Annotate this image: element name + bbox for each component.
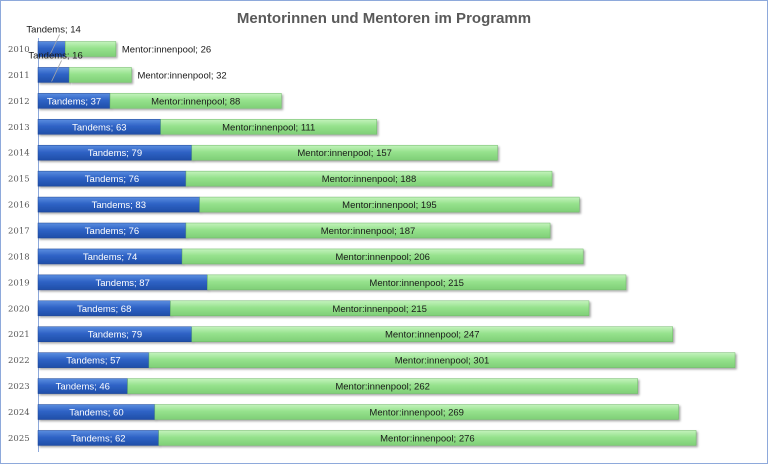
mentor-pool-data-label-2019: Mentor:innenpool; 215 [369,278,464,289]
mentor-pool-data-label-2025: Mentor:innenpool; 276 [380,433,475,444]
y-tick-label: 2012 [8,97,30,107]
tandems-data-label-2011: Tandems; 16 [28,50,82,61]
y-tick-label: 2022 [8,356,30,366]
y-tick-label: 2021 [8,330,30,340]
mentor-pool-data-label-2012: Mentor:innenpool; 88 [151,96,240,107]
mentor-pool-bar-2019 [207,274,627,291]
y-tick-label: 2023 [8,382,30,392]
y-tick-label: 2011 [8,71,30,81]
mentor-pool-bar-2016 [199,196,580,213]
y-tick-label: 2013 [8,123,30,133]
bar-row-2020: 2020 Tandems; 68 Mentor:innenpool; 215 [8,300,590,317]
mentor-pool-bar-2014 [191,144,498,161]
y-tick-label: 2025 [8,434,30,444]
leader-line [51,60,62,82]
tandems-data-label-2024: Tandems; 60 [69,408,123,419]
tandems-data-label-2017: Tandems; 76 [85,226,139,237]
mentor-pool-data-label-2014: Mentor:innenpool; 157 [297,148,392,159]
y-tick-label: 2017 [8,227,30,237]
bar-row-2019: 2019 Tandems; 87 Mentor:innenpool; 215 [8,274,627,291]
mentor-pool-data-label-2024: Mentor:innenpool; 269 [369,408,464,419]
mentor-pool-data-label-2018: Mentor:innenpool; 206 [335,252,430,263]
mentor-pool-bar-2020 [170,300,590,317]
mentor-pool-bar-2025 [158,430,697,446]
mentor-pool-data-label-2010: Mentor:innenpool; 26 [122,45,211,56]
mentor-pool-data-label-2011: Mentor:innenpool; 32 [137,70,226,81]
bar-row-2012: 2012 Tandems; 37 Mentor:innenpool; 88 [8,93,282,109]
mentor-pool-data-label-2021: Mentor:innenpool; 247 [385,330,480,341]
tandems-data-label-2016: Tandems; 83 [92,200,146,211]
mentor-pool-data-label-2023: Mentor:innenpool; 262 [335,382,430,393]
bar-row-2011: 2011 Tandems; 16 Mentor:innenpool; 32 [8,50,227,83]
tandems-data-label-2025: Tandems; 62 [71,433,125,444]
mentor-pool-bar-2024 [154,404,679,420]
bar-row-2024: 2024 Tandems; 60 Mentor:innenpool; 269 [8,404,679,420]
bar-row-2014: 2014 Tandems; 79 Mentor:innenpool; 157 [8,144,498,161]
mentor-pool-bar-2010 [65,41,117,57]
y-tick-label: 2018 [8,252,30,262]
mentor-pool-data-label-2017: Mentor:innenpool; 187 [321,226,416,237]
mentor-pool-data-label-2020: Mentor:innenpool; 215 [332,304,427,315]
bar-row-2017: 2017 Tandems; 76 Mentor:innenpool; 187 [8,222,551,239]
mentor-pool-data-label-2016: Mentor:innenpool; 195 [342,200,437,211]
tandems-data-label-2013: Tandems; 63 [72,122,126,133]
tandems-data-label-2021: Tandems; 79 [88,330,142,341]
tandems-data-label-2014: Tandems; 79 [88,148,142,159]
leader-line [49,34,60,56]
mentor-pool-bar-2013 [160,119,378,135]
bar-row-2025: 2025 Tandems; 62 Mentor:innenpool; 276 [8,430,697,446]
bar-row-2021: 2021 Tandems; 79 Mentor:innenpool; 247 [8,326,673,342]
tandems-data-label-2023: Tandems; 46 [56,382,110,393]
mentor-pool-bar-2021 [191,326,673,342]
tandems-bar-2011 [37,67,70,83]
bar-row-2022: 2022 Tandems; 57 Mentor:innenpool; 301 [8,352,736,368]
tandems-data-label-2010: Tandems; 14 [26,25,80,36]
y-tick-label: 2015 [8,175,30,185]
tandems-data-label-2020: Tandems; 68 [77,304,131,315]
tandems-data-label-2022: Tandems; 57 [66,356,120,367]
tandems-data-label-2015: Tandems; 76 [85,174,139,185]
y-tick-label: 2020 [8,304,30,314]
mentor-pool-bar-2012 [109,93,282,109]
mentor-pool-bar-2023 [127,378,638,394]
bar-row-2015: 2015 Tandems; 76 Mentor:innenpool; 188 [8,170,553,187]
y-tick-label: 2014 [8,149,30,159]
mentor-pool-data-label-2022: Mentor:innenpool; 301 [395,356,490,367]
y-tick-label: 2019 [8,278,30,288]
tandems-data-label-2012: Tandems; 37 [47,96,101,107]
bar-row-2018: 2018 Tandems; 74 Mentor:innenpool; 206 [8,248,584,265]
bar-row-2023: 2023 Tandems; 46 Mentor:innenpool; 262 [8,378,638,394]
bar-row-2010: 2010 Tandems; 14 Mentor:innenpool; 26 [8,25,211,57]
mentor-pool-bar-2015 [185,170,553,187]
bar-row-2013: 2013 Tandems; 63 Mentor:innenpool; 111 [8,119,378,135]
mentor-pool-bar-2018 [181,248,584,265]
tandems-data-label-2018: Tandems; 74 [83,252,137,263]
mentor-pool-data-label-2015: Mentor:innenpool; 188 [322,174,417,185]
mentor-pool-bar-2022 [148,352,736,368]
mentor-pool-data-label-2013: Mentor:innenpool; 111 [222,122,315,133]
y-tick-label: 2016 [8,201,30,211]
tandems-data-label-2019: Tandems; 87 [95,278,149,289]
mentor-pool-bar-2017 [185,222,551,239]
mentor-pool-bar-2011 [68,67,132,83]
chart-title: Mentorinnen und Mentoren im Programm [237,10,531,27]
bar-row-2016: 2016 Tandems; 83 Mentor:innenpool; 195 [8,196,580,213]
y-tick-label: 2024 [8,408,30,418]
y-tick-label: 2010 [8,45,30,55]
